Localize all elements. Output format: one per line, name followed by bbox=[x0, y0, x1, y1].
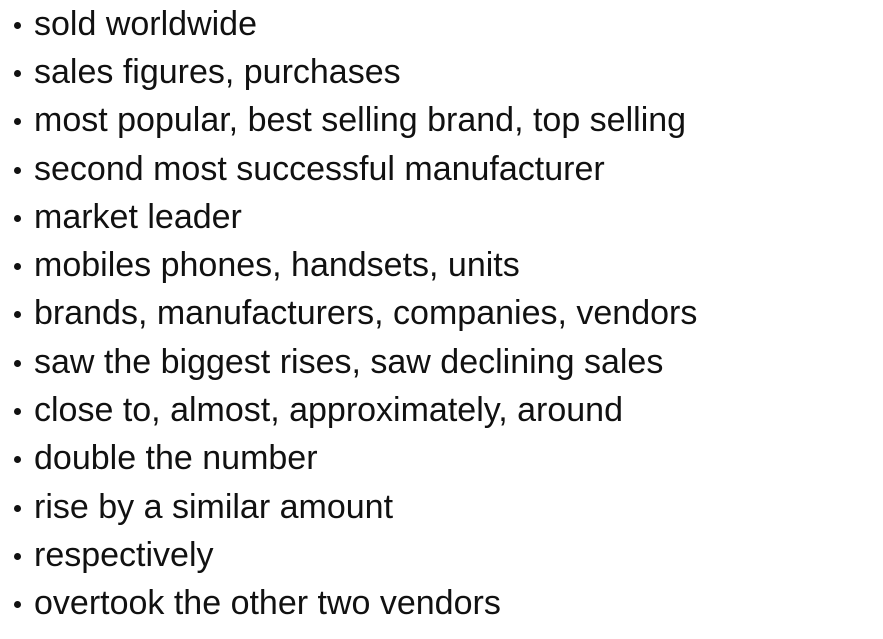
bullet-icon bbox=[14, 456, 21, 464]
list-item-text: double the number bbox=[34, 439, 318, 478]
bullet-icon bbox=[14, 118, 21, 126]
bullet-icon bbox=[14, 359, 21, 367]
list-item: respectively bbox=[14, 531, 697, 579]
bullet-icon bbox=[14, 214, 21, 222]
list-item-text: close to, almost, approximately, around bbox=[34, 391, 623, 430]
list-item-text: mobiles phones, handsets, units bbox=[34, 246, 520, 285]
list-item: sold worldwide bbox=[14, 0, 697, 48]
bullet-icon bbox=[14, 408, 21, 416]
list-item: rise by a similar amount bbox=[14, 483, 697, 531]
list-item: sales figures, purchases bbox=[14, 48, 697, 96]
list-item: double the number bbox=[14, 435, 697, 483]
list-item-text: sold worldwide bbox=[34, 4, 257, 43]
vocabulary-list: sold worldwide sales figures, purchases … bbox=[14, 0, 697, 628]
list-item: most popular, best selling brand, top se… bbox=[14, 97, 697, 145]
list-item-text: market leader bbox=[34, 197, 242, 236]
list-item: mobiles phones, handsets, units bbox=[14, 241, 697, 289]
bullet-icon bbox=[14, 311, 21, 319]
list-item-text: second most successful manufacturer bbox=[34, 149, 605, 188]
list-item-text: sales figures, purchases bbox=[34, 52, 401, 91]
list-item-text: saw the biggest rises, saw declining sal… bbox=[34, 342, 664, 381]
list-item: overtook the other two vendors bbox=[14, 580, 697, 628]
list-item-text: respectively bbox=[34, 535, 214, 574]
list-item: second most successful manufacturer bbox=[14, 145, 697, 193]
list-item-text: rise by a similar amount bbox=[34, 487, 394, 526]
list-item: market leader bbox=[14, 193, 697, 241]
bullet-icon bbox=[14, 601, 21, 609]
bullet-icon bbox=[14, 552, 21, 560]
bullet-icon bbox=[14, 504, 21, 512]
bullet-icon bbox=[14, 69, 21, 77]
bullet-icon bbox=[14, 263, 21, 271]
bullet-icon bbox=[14, 21, 21, 29]
bullet-icon bbox=[14, 166, 21, 174]
list-item: saw the biggest rises, saw declining sal… bbox=[14, 338, 697, 386]
list-item: brands, manufacturers, companies, vendor… bbox=[14, 290, 697, 338]
list-item-text: most popular, best selling brand, top se… bbox=[34, 101, 687, 140]
list-item: close to, almost, approximately, around bbox=[14, 386, 697, 434]
list-item-text: overtook the other two vendors bbox=[34, 584, 501, 623]
list-item-text: brands, manufacturers, companies, vendor… bbox=[34, 294, 698, 333]
